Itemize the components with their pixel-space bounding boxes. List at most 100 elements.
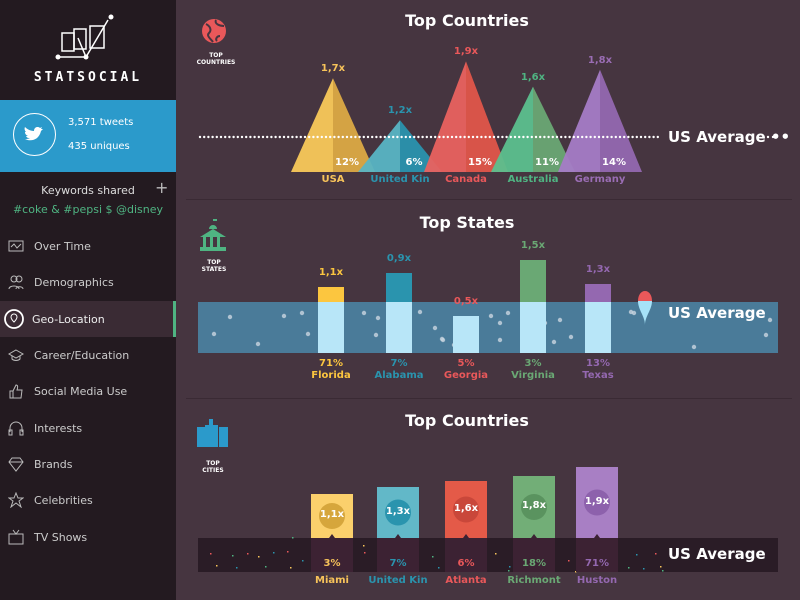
us-average-dot — [484, 135, 487, 139]
country-label: USA — [321, 174, 345, 185]
snow-dot — [691, 344, 697, 350]
twitter-bird-icon — [13, 113, 56, 156]
sidebar-item-geo-location[interactable]: Geo-Location — [0, 301, 176, 337]
sparkle-dot — [364, 552, 366, 554]
snow-dot — [767, 317, 773, 323]
countries-us-average-label: US Average •• — [668, 128, 791, 146]
snow-dot — [227, 314, 233, 320]
state-bar-0-above — [318, 287, 344, 302]
state-bar-3-above — [520, 260, 546, 302]
us-average-dot — [581, 135, 584, 139]
us-average-dot — [295, 135, 298, 139]
sidebar-item-label: TV Shows — [34, 530, 88, 544]
sidebar-item-interests[interactable]: Interests — [0, 410, 176, 446]
snow-dot — [497, 337, 503, 343]
us-average-dot — [387, 135, 391, 139]
us-average-dot — [614, 135, 617, 139]
keyword-tags[interactable]: #coke & #pepsi $ @disney — [12, 203, 164, 216]
us-average-dot — [413, 135, 416, 139]
sidebar-item-label: Geo-Location — [32, 312, 105, 326]
us-average-dot — [215, 135, 218, 139]
us-average-dot — [287, 135, 290, 139]
triangle-1-left — [358, 120, 400, 172]
globe-icon — [202, 19, 226, 43]
keywords-label: Keywords shared — [41, 184, 135, 197]
sidebar-item-tv-shows[interactable]: TV Shows — [0, 519, 176, 555]
us-average-dot — [383, 135, 386, 139]
city-label: Huston — [576, 575, 618, 586]
sidebar-item-demographics[interactable]: Demographics — [0, 264, 176, 300]
city-label: Miami — [315, 575, 349, 586]
country-label: Germany — [574, 174, 626, 185]
city-buildings-icon — [197, 419, 228, 447]
us-average-dot — [417, 135, 420, 139]
us-average-dot — [648, 135, 651, 139]
us-average-dot — [656, 135, 659, 139]
us-average-dot — [501, 135, 504, 139]
snow-dot — [281, 313, 287, 319]
sparkle-dot — [258, 556, 260, 558]
snow-dot — [568, 334, 574, 340]
us-average-dot — [585, 135, 588, 139]
states-us-average-label: US Average — [668, 304, 766, 322]
triangle-3-right — [533, 86, 575, 172]
sidebar-item-over-time[interactable]: Over Time — [0, 228, 176, 264]
us-average-dot — [530, 135, 533, 139]
percent-label: 7% — [389, 558, 407, 569]
us-average-dot — [766, 135, 770, 139]
sparkle-dot — [495, 553, 497, 555]
us-average-dot — [564, 135, 567, 139]
snow-dot — [763, 332, 769, 338]
us-average-dot — [270, 135, 273, 139]
logo[interactable]: STATSOCIAL — [0, 0, 176, 100]
snow-dot — [488, 313, 494, 319]
us-average-dot — [228, 135, 231, 139]
sparkle-dot — [265, 566, 267, 568]
triangle-4-left — [558, 69, 600, 172]
sparkle-dot — [628, 567, 630, 569]
us-average-dot — [471, 135, 475, 139]
sidebar-item-career-education[interactable]: Career/Education — [0, 337, 176, 373]
city-bar-4-base — [576, 538, 618, 572]
sparkle-dot — [302, 560, 304, 562]
multiplier-badge — [584, 489, 610, 516]
city-bar-pointer — [463, 534, 469, 538]
sidebar-item-social-media-use[interactable]: Social Media Use — [0, 373, 176, 409]
state-bar-1-below — [386, 302, 412, 353]
us-average-dot — [312, 135, 315, 139]
us-average-dot — [211, 135, 214, 139]
city-bar-1-base — [377, 538, 419, 572]
city-label: Atlanta — [445, 575, 487, 586]
sparkle-dot — [643, 568, 645, 570]
add-keyword-button[interactable]: + — [155, 178, 169, 197]
us-average-dot — [543, 135, 546, 139]
us-average-dot — [497, 135, 500, 139]
uniques-count: 435 uniques — [68, 141, 130, 152]
sparkle-dot — [290, 567, 292, 569]
statsocial-logo-icon — [55, 14, 114, 60]
country-label: United Kin — [370, 174, 430, 185]
city-bar-3-base — [513, 538, 555, 572]
triangle-3-left — [491, 86, 533, 172]
sidebar-item-celebrities[interactable]: Celebrities — [0, 482, 176, 518]
multiplier-label: 1,6x — [453, 502, 479, 514]
us-average-dot — [627, 135, 630, 139]
us-average-dot — [358, 135, 361, 139]
divider — [186, 398, 792, 399]
sidebar-item-brands[interactable]: Brands — [0, 446, 176, 482]
snow-dot — [505, 310, 511, 316]
us-average-dot — [324, 135, 328, 139]
state-bar-0-below — [318, 302, 344, 353]
twitter-stats: 3,571 tweets 435 uniques — [0, 100, 176, 172]
us-average-dot — [623, 135, 626, 139]
us-average-dot — [589, 135, 592, 139]
us-average-dot — [572, 135, 575, 139]
multiplier-label: 1,1x — [319, 509, 345, 520]
us-average-dot — [606, 135, 609, 139]
sparkle-dot — [508, 570, 510, 572]
multiplier-badge — [385, 499, 411, 526]
snow-dot — [211, 331, 217, 337]
us-average-dot — [492, 135, 496, 139]
us-average-dot — [434, 135, 437, 139]
country-label: Canada — [445, 174, 487, 185]
